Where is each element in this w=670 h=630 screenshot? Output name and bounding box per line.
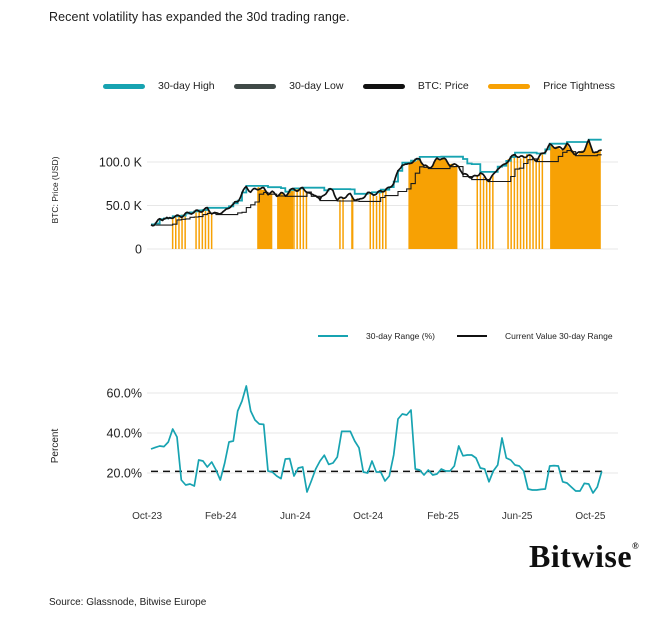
tightness-band bbox=[408, 157, 458, 249]
date-x-tick: Feb-25 bbox=[427, 511, 459, 522]
tightness-bar bbox=[299, 188, 301, 249]
price-y-tick: 0 bbox=[135, 243, 142, 257]
tightness-bar bbox=[476, 175, 478, 249]
tightness-bar bbox=[538, 158, 540, 249]
tightness-bar bbox=[342, 198, 344, 249]
percent-y-axis-label: Percent bbox=[50, 429, 61, 464]
tightness-bar bbox=[541, 154, 544, 249]
tightness-bar bbox=[513, 155, 516, 249]
tightness-band bbox=[550, 140, 601, 249]
tightness-bar bbox=[522, 157, 525, 249]
tightness-bar bbox=[178, 216, 180, 249]
tightness-bar bbox=[507, 159, 509, 249]
legend-line-swatch bbox=[318, 335, 348, 337]
tightness-bar bbox=[181, 214, 183, 249]
tightness-bar bbox=[516, 157, 519, 249]
tightness-bar bbox=[489, 178, 491, 249]
legend-label: 30-day Range (%) bbox=[366, 331, 435, 341]
tightness-bar bbox=[535, 160, 537, 249]
tightness-bar bbox=[375, 196, 378, 249]
legend-label: Current Value 30-day Range bbox=[504, 331, 613, 341]
tightness-bar bbox=[510, 157, 512, 249]
legend-swatch bbox=[362, 83, 405, 89]
range-pct-line bbox=[150, 385, 603, 494]
legend-item-30-day-high: 30-day High bbox=[103, 80, 215, 92]
tightness-bar bbox=[305, 192, 308, 249]
percent-y-tick: 40.0% bbox=[107, 427, 142, 441]
tightness-bar bbox=[385, 188, 387, 249]
legend-item-30-day-low: 30-day Low bbox=[234, 80, 343, 92]
legend-item-btc-price: BTC: Price bbox=[362, 80, 469, 92]
tightness-bar bbox=[519, 158, 522, 249]
legend-swatch bbox=[234, 83, 277, 89]
bitwise-logo-text: Bitwise bbox=[529, 538, 633, 574]
date-x-tick: Oct-23 bbox=[132, 511, 162, 522]
price-y-axis-label: BTC: Price (USD) bbox=[50, 156, 60, 223]
tightness-bar bbox=[382, 190, 384, 249]
low-30d-line bbox=[151, 150, 602, 226]
legend-line-swatch bbox=[456, 335, 487, 337]
tightness-bar bbox=[526, 154, 528, 249]
btc-price-line bbox=[150, 139, 602, 227]
price-chart-legend: 30-day High 30-day Low BTC: Price Price Tig… bbox=[103, 80, 615, 92]
tightness-band bbox=[257, 187, 273, 249]
tightness-bar bbox=[175, 217, 177, 249]
date-x-tick: Feb-24 bbox=[205, 511, 237, 522]
bitwise-logo: Bitwise® bbox=[529, 538, 639, 575]
range-chart-legend: 30-day Range (%) Current Value 30-day Ran… bbox=[318, 331, 613, 341]
tightness-bar bbox=[198, 210, 200, 249]
date-x-tick: Oct-25 bbox=[575, 511, 605, 522]
legend-swatch bbox=[103, 83, 145, 89]
tightness-bar bbox=[339, 199, 341, 249]
tightness-bar bbox=[204, 208, 207, 249]
tightness-band bbox=[277, 188, 294, 249]
tightness-bar bbox=[378, 192, 381, 249]
tightness-bar bbox=[302, 189, 305, 249]
tightness-bar bbox=[184, 213, 186, 249]
price-y-tick: 100.0 K bbox=[99, 156, 143, 170]
percent-y-tick: 20.0% bbox=[107, 467, 142, 481]
tightness-bar bbox=[296, 188, 298, 249]
legend-label: BTC: Price bbox=[417, 80, 469, 92]
tightness-bar bbox=[492, 174, 494, 249]
tightness-band bbox=[351, 196, 354, 249]
tightness-bar bbox=[482, 177, 485, 249]
source-note: Source: Glassnode, Bitwise Europe bbox=[49, 597, 207, 608]
registered-mark: ® bbox=[632, 541, 639, 551]
price-y-tick: 50.0 K bbox=[106, 199, 143, 213]
tightness-bar bbox=[207, 209, 210, 249]
legend-item-30-day-range-: 30-day Range (%) bbox=[318, 331, 435, 341]
tightness-bar bbox=[372, 194, 375, 249]
legend-item-current-value-30-day-range: Current Value 30-day Range bbox=[456, 331, 613, 341]
tightness-bar bbox=[195, 212, 197, 249]
tightness-bar bbox=[293, 189, 295, 249]
tightness-bar bbox=[369, 193, 371, 249]
percent-y-tick: 60.0% bbox=[107, 387, 142, 401]
tightness-bar bbox=[210, 213, 213, 249]
legend-item-price-tightness: Price Tightness bbox=[488, 80, 615, 92]
legend-swatch bbox=[488, 83, 531, 89]
tightness-bar bbox=[532, 157, 534, 249]
legend-label: 30-day Low bbox=[289, 80, 344, 92]
date-x-tick: Jun-24 bbox=[280, 511, 311, 522]
tightness-bar bbox=[485, 178, 488, 249]
legend-label: Price Tightness bbox=[543, 80, 615, 92]
tightness-bar bbox=[529, 154, 531, 249]
legend-label: 30-day High bbox=[158, 80, 215, 92]
tightness-bar bbox=[201, 209, 204, 249]
tightness-bar bbox=[479, 174, 482, 249]
tightness-bar bbox=[171, 216, 174, 249]
date-x-tick: Oct-24 bbox=[353, 511, 383, 522]
date-x-tick: Jun-25 bbox=[502, 511, 533, 522]
figure-title: Recent volatility has expanded the 30d t… bbox=[49, 10, 350, 24]
